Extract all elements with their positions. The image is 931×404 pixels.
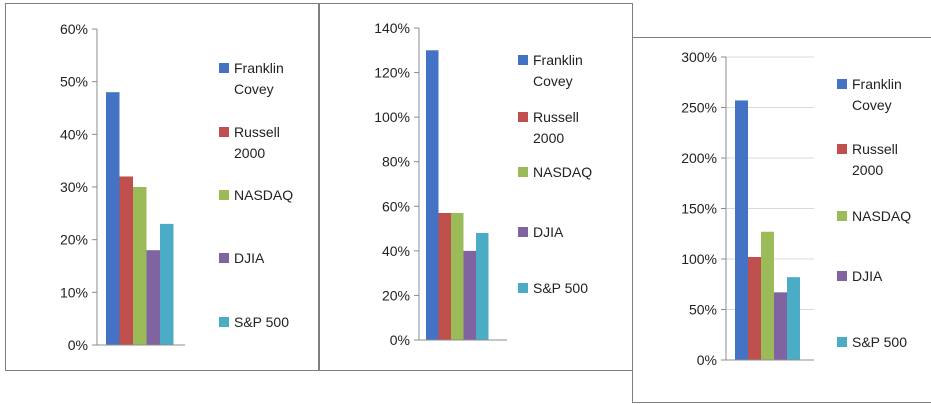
legend-swatch xyxy=(518,167,528,177)
legend-swatch xyxy=(219,317,229,327)
legend-swatch xyxy=(219,253,229,263)
legend-label: 2000 xyxy=(234,145,265,161)
legend-label: NASDAQ xyxy=(234,187,293,203)
legend-swatch xyxy=(518,55,528,65)
bar-nasdaq xyxy=(133,187,147,345)
legend-label: Covey xyxy=(533,73,573,89)
legend-label: Franklin xyxy=(852,76,902,92)
legend-swatch xyxy=(837,144,847,154)
legend-swatch xyxy=(837,79,847,89)
y-tick-label: 200% xyxy=(681,150,717,166)
legend-swatch xyxy=(837,271,847,281)
bar-s-p-500 xyxy=(160,223,174,345)
legend-label: S&P 500 xyxy=(533,280,588,296)
y-tick-label: 300% xyxy=(681,49,717,65)
bar-djia xyxy=(146,250,160,345)
y-tick-label: 150% xyxy=(681,201,717,217)
legend-label: Russell xyxy=(852,141,898,157)
legend-swatch xyxy=(518,227,528,237)
y-tick-label: 60% xyxy=(382,198,410,214)
bar-s-p-500 xyxy=(787,277,800,360)
y-tick-label: 40% xyxy=(382,243,410,259)
bar-nasdaq xyxy=(761,231,774,360)
y-tick-label: 10% xyxy=(60,284,88,300)
y-tick-label: 0% xyxy=(68,337,88,353)
chart-panel-2: 0% 20% 40% 60% 80% 100% 120% 140% Franklin Covey R… xyxy=(319,3,633,371)
bar-franklin-covey xyxy=(735,100,748,361)
bar-franklin-covey xyxy=(106,92,120,345)
bar-russell-2000 xyxy=(748,256,761,360)
y-tick-label: 80% xyxy=(382,154,410,170)
bar-chart-1: 0% 10% 20% 30% 40% 50% 60% Franklin Covey Russell… xyxy=(60,21,293,353)
y-tick-label: 30% xyxy=(60,179,88,195)
bar-russell-2000 xyxy=(438,212,451,340)
legend-label: 2000 xyxy=(852,162,883,178)
y-tick-label: 100% xyxy=(374,109,410,125)
legend-swatch xyxy=(518,283,528,293)
y-tick-label: 0% xyxy=(390,332,410,348)
y-tick-label: 140% xyxy=(374,20,410,36)
legend-label: NASDAQ xyxy=(533,164,592,180)
y-tick-label: 40% xyxy=(60,126,88,142)
bar-franklin-covey xyxy=(426,50,439,341)
legend-swatch xyxy=(219,127,229,137)
y-tick-label: 50% xyxy=(60,74,88,90)
chart-panel-3: 0% 50% 100% 150% 200% 250% 300% Franklin Covey Ru… xyxy=(632,37,931,403)
bar-nasdaq xyxy=(451,212,464,340)
legend-label: Covey xyxy=(852,97,892,113)
legend-swatch xyxy=(518,112,528,122)
bar-djia xyxy=(774,292,787,360)
legend-label: Russell xyxy=(234,124,280,140)
y-tick-label: 250% xyxy=(681,100,717,116)
y-tick-label: 100% xyxy=(681,251,717,267)
bar-djia xyxy=(463,250,476,340)
bar-russell-2000 xyxy=(119,176,133,345)
y-tick-label: 0% xyxy=(697,352,717,368)
y-tick-label: 20% xyxy=(60,232,88,248)
bar-chart-2: 0% 20% 40% 60% 80% 100% 120% 140% Franklin Covey R… xyxy=(374,20,592,348)
legend-swatch xyxy=(837,211,847,221)
bar-chart-3: 0% 50% 100% 150% 200% 250% 300% Franklin Covey Ru… xyxy=(681,49,911,368)
legend-label: Franklin xyxy=(234,60,284,76)
legend-label: DJIA xyxy=(852,268,883,284)
y-tick-label: 60% xyxy=(60,21,88,37)
legend-label: Russell xyxy=(533,109,579,125)
legend-label: S&P 500 xyxy=(234,314,289,330)
legend-label: Covey xyxy=(234,81,274,97)
legend-swatch xyxy=(837,337,847,347)
y-tick-label: 120% xyxy=(374,65,410,81)
legend-label: NASDAQ xyxy=(852,208,911,224)
bar-s-p-500 xyxy=(476,233,489,340)
legend-label: S&P 500 xyxy=(852,334,907,350)
legend-swatch xyxy=(219,63,229,73)
legend-label: DJIA xyxy=(234,250,265,266)
legend-swatch xyxy=(219,190,229,200)
y-tick-label: 20% xyxy=(382,287,410,303)
y-tick-label: 50% xyxy=(689,302,717,318)
legend-label: 2000 xyxy=(533,130,564,146)
legend-label: Franklin xyxy=(533,52,583,68)
legend-label: DJIA xyxy=(533,224,564,240)
chart-panel-1: 0% 10% 20% 30% 40% 50% 60% Franklin Covey Russell… xyxy=(5,3,319,371)
